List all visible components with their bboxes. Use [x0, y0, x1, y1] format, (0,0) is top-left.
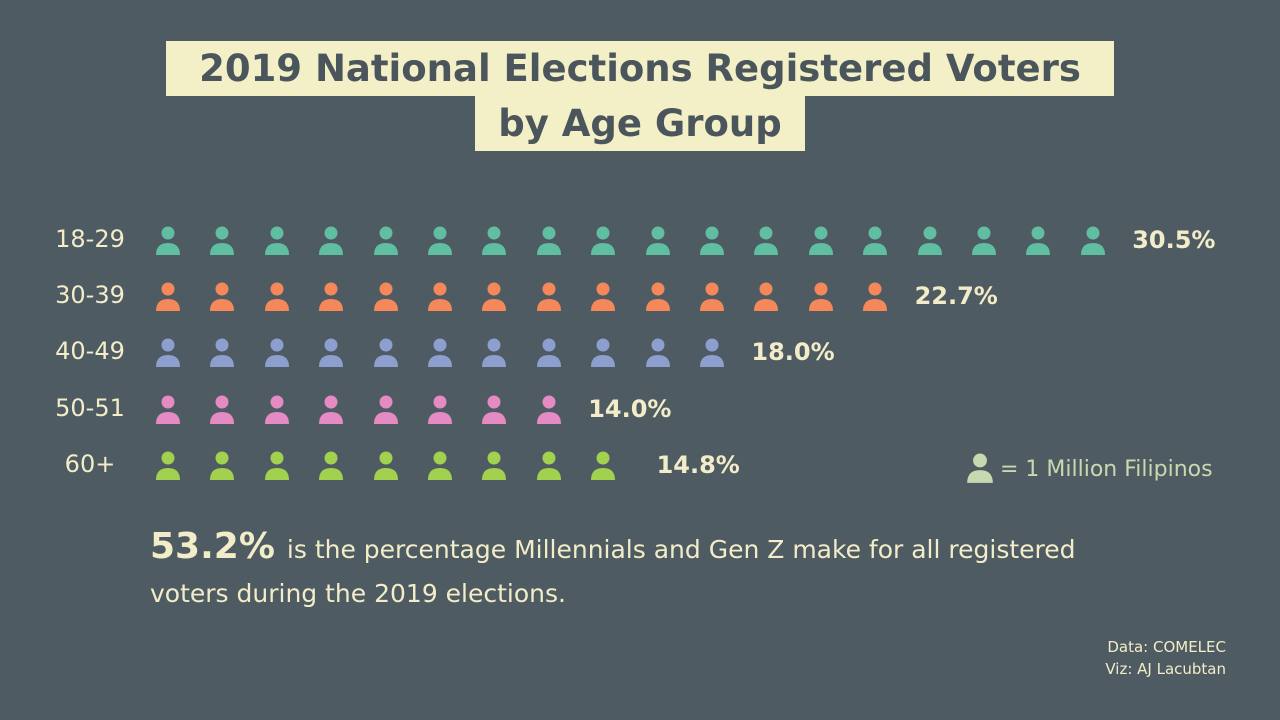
person-icon [699, 282, 725, 316]
person-icon [318, 226, 344, 260]
chart-title-line-2: by Age Group [475, 96, 805, 151]
credits: Data: COMELEC Viz: AJ Lacubtan [1105, 636, 1226, 680]
person-icon [536, 282, 562, 316]
person-icon [373, 338, 399, 372]
person-icon [427, 226, 453, 260]
person-icon [209, 451, 235, 485]
person-icon [373, 226, 399, 260]
row-label: 18-29 [55, 225, 125, 253]
person-icon [536, 338, 562, 372]
person-icon [264, 282, 290, 316]
data-source: Data: COMELEC [1107, 638, 1226, 656]
person-icon [427, 451, 453, 485]
person-icon [590, 451, 616, 485]
person-icon [264, 395, 290, 429]
person-icon [481, 282, 507, 316]
person-icon [373, 451, 399, 485]
percent-label: 22.7% [914, 282, 998, 311]
legend: = 1 Million Filipinos [966, 453, 1213, 485]
person-icon [971, 226, 997, 260]
person-icon [481, 226, 507, 260]
person-icon [481, 451, 507, 485]
person-icon [318, 451, 344, 485]
row-label: 60+ [64, 449, 116, 478]
person-icon [373, 395, 399, 429]
percent-label: 14.0% [588, 394, 672, 423]
person-icon [155, 282, 181, 316]
summary-note: 53.2% is the percentage Millennials and G… [150, 525, 1110, 616]
person-icon [209, 395, 235, 429]
person-icon [536, 395, 562, 429]
percent-label: 30.5% [1132, 226, 1216, 254]
person-icon [808, 282, 834, 316]
person-icon [590, 226, 616, 260]
person-icon [155, 226, 181, 260]
viz-author: Viz: AJ Lacubtan [1105, 660, 1226, 678]
person-icon [645, 226, 671, 260]
person-icon [373, 282, 399, 316]
person-icon [155, 338, 181, 372]
person-icon [753, 282, 779, 316]
person-icon [699, 226, 725, 260]
person-icon [536, 451, 562, 485]
person-icon [209, 226, 235, 260]
chart-title-line-1: 2019 National Elections Registered Voter… [166, 41, 1114, 96]
note-text: is the percentage Millennials and Gen Z … [150, 535, 1076, 608]
person-icon [318, 338, 344, 372]
person-icon [645, 282, 671, 316]
person-icon [264, 338, 290, 372]
person-icon [808, 226, 834, 260]
person-icon [862, 226, 888, 260]
person-icon [590, 282, 616, 316]
person-icon [917, 226, 943, 260]
person-icon [645, 338, 671, 372]
person-icon [590, 338, 616, 372]
legend-label: = 1 Million Filipinos [1000, 456, 1213, 482]
person-icon [427, 395, 453, 429]
row-label: 40-49 [55, 337, 125, 366]
person-icon [264, 226, 290, 260]
row-label: 30-39 [55, 281, 125, 310]
person-icon [862, 282, 888, 316]
percent-label: 14.8% [656, 450, 740, 479]
person-icon [1080, 226, 1106, 260]
person-icon [967, 453, 993, 483]
row-label: 50-51 [55, 393, 125, 422]
person-icon [536, 226, 562, 260]
person-icon [427, 338, 453, 372]
person-icon [264, 451, 290, 485]
person-icon [155, 395, 181, 429]
person-icon [427, 282, 453, 316]
percent-label: 18.0% [751, 338, 835, 367]
person-icon [753, 226, 779, 260]
person-icon [155, 451, 181, 485]
person-icon [481, 395, 507, 429]
person-icon [209, 282, 235, 316]
person-icon [318, 395, 344, 429]
person-icon [318, 282, 344, 316]
person-icon [209, 338, 235, 372]
person-icon [481, 338, 507, 372]
highlight-percent: 53.2% [150, 526, 275, 567]
person-icon [1025, 226, 1051, 260]
person-icon [699, 338, 725, 372]
